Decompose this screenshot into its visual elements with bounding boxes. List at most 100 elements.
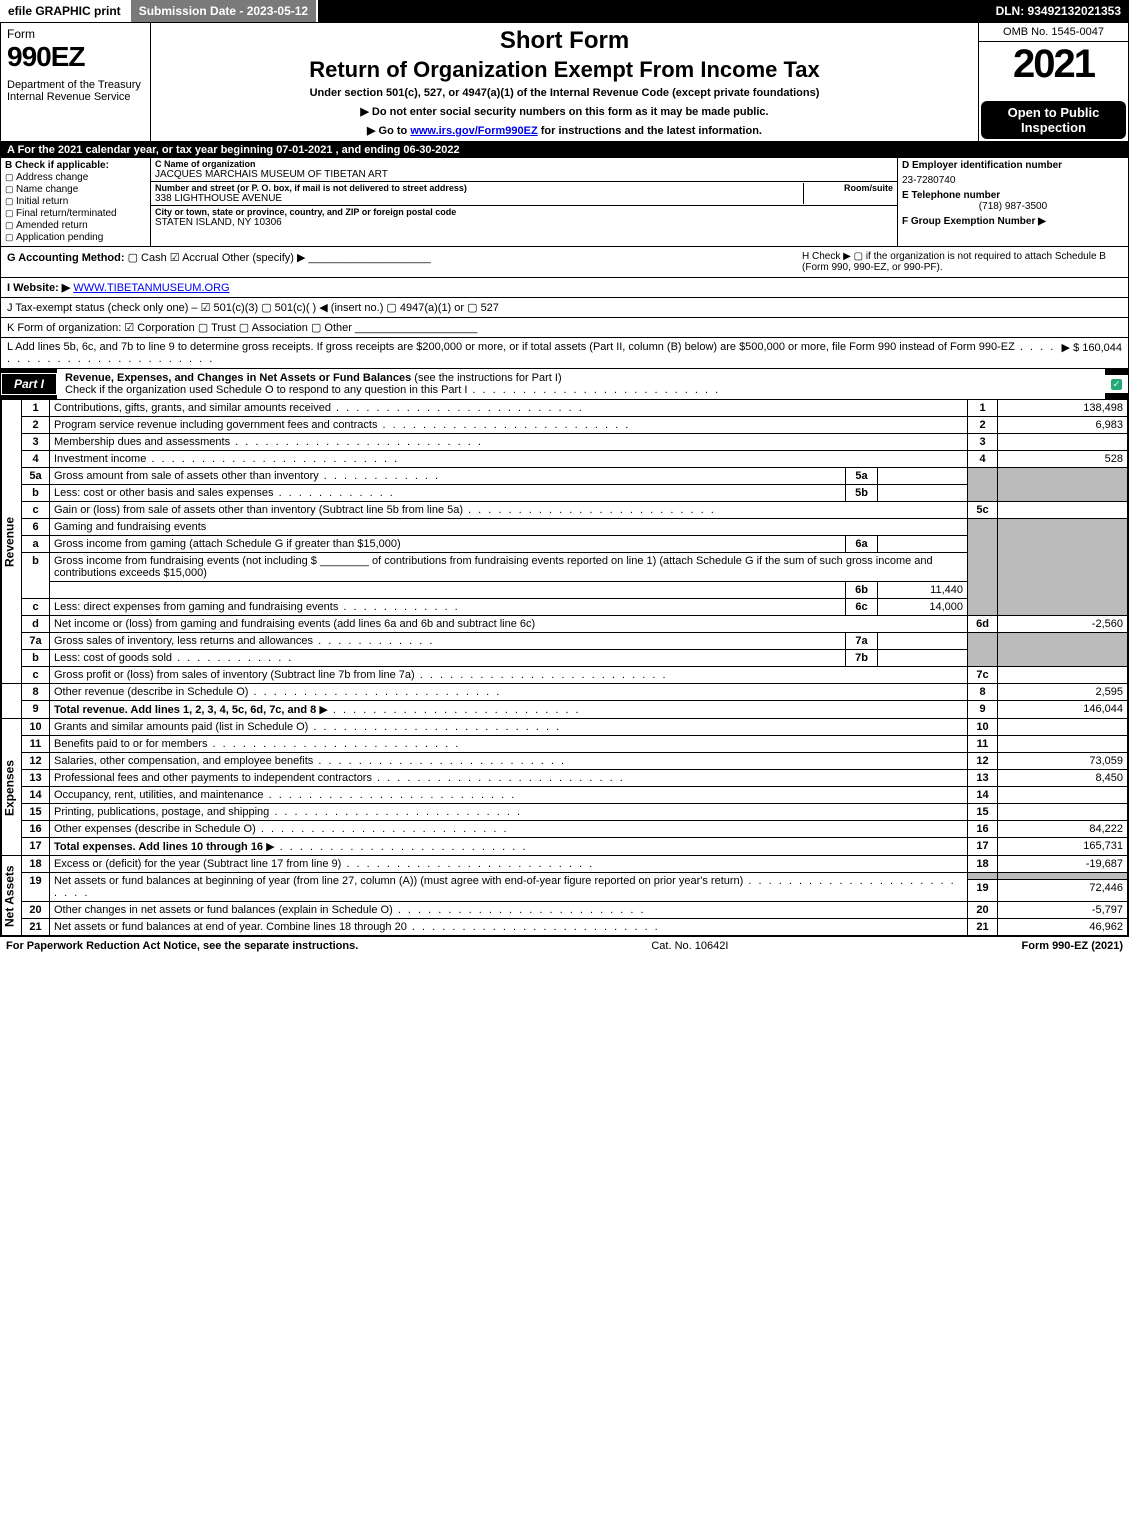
ln-6b: b [22,553,50,599]
website-link[interactable]: WWW.TIBETANMUSEUM.ORG [73,282,229,294]
ein-label: D Employer identification number [902,160,1124,171]
form-header: Form 990EZ Department of the Treasury In… [1,23,1128,142]
l6a-subval [878,536,968,553]
l5c-num: 5c [968,502,998,519]
section-bcdef: B Check if applicable: Address change Na… [1,158,1128,247]
shade-19v [998,873,1128,880]
l6d-num: 6d [968,616,998,633]
col-b: B Check if applicable: Address change Na… [1,158,151,246]
l20-val: -5,797 [998,902,1128,919]
l13-desc: Professional fees and other payments to … [50,770,968,787]
l14-val [998,787,1128,804]
part-1-header: Part I Revenue, Expenses, and Changes in… [1,369,1128,399]
l5a-desc: Gross amount from sale of assets other t… [50,468,846,485]
lines-table: Revenue 1 Contributions, gifts, grants, … [1,399,1128,936]
l8-num: 8 [968,684,998,701]
chk-initial-return[interactable]: Initial return [5,196,146,207]
l13-num: 13 [968,770,998,787]
header-line2-pre: ▶ Go to [367,125,410,137]
l7c-desc: Gross profit or (loss) from sales of inv… [50,667,968,684]
ln-7c: c [22,667,50,684]
short-form-title: Short Form [157,27,972,55]
chk-final-return[interactable]: Final return/terminated [5,208,146,219]
part1-checkbox[interactable]: ✓ [1105,375,1128,393]
l9-d: Total revenue. Add lines 1, 2, 3, 4, 5c,… [54,704,316,716]
org-city-row: City or town, state or province, country… [151,206,897,246]
l21-num: 21 [968,919,998,936]
shade-7v [998,633,1128,667]
top-bar: efile GRAPHIC print Submission Date - 20… [0,0,1129,22]
l7b-subno: 7b [846,650,878,667]
expenses-vlabel: Expenses [2,719,22,856]
ln-4: 4 [22,451,50,468]
row-h[interactable]: H Check ▶ ▢ if the organization is not r… [802,251,1122,273]
org-addr: 338 LIGHTHOUSE AVENUE [155,193,467,204]
l6b-desc1: Gross income from fundraising events (no… [50,553,968,582]
l18-desc: Excess or (deficit) for the year (Subtra… [50,856,968,873]
l6b-subno: 6b [846,582,878,599]
l12-desc: Salaries, other compensation, and employ… [50,753,968,770]
g-options[interactable]: ▢ Cash ☑ Accrual Other (specify) ▶ [128,252,306,264]
row-i: I Website: ▶ WWW.TIBETANMUSEUM.ORG [1,278,1128,298]
tel-label: E Telephone number [902,190,1124,201]
efile-label[interactable]: efile GRAPHIC print [0,0,131,22]
l1-val: 138,498 [998,400,1128,417]
l19-d: Net assets or fund balances at beginning… [54,875,956,899]
l5b-subval [878,485,968,502]
l19-desc: Net assets or fund balances at beginning… [50,873,968,902]
ln-9: 9 [22,701,50,719]
l16-val: 84,222 [998,821,1128,838]
l-text: L Add lines 5b, 6c, and 7b to line 9 to … [7,341,1062,365]
header-line2: ▶ Go to www.irs.gov/Form990EZ for instru… [157,124,972,137]
part1-sub: Check if the organization used Schedule … [65,384,720,396]
ln-17: 17 [22,838,50,856]
website-label: I Website: ▶ [7,282,70,294]
department: Department of the Treasury Internal Reve… [7,79,144,103]
ln-2: 2 [22,417,50,434]
footer-cat: Cat. No. 10642I [358,940,1021,952]
l7a-subval [878,633,968,650]
l9-num: 9 [968,701,998,719]
row-j[interactable]: J Tax-exempt status (check only one) – ☑… [1,298,1128,318]
footer-right: Form 990-EZ (2021) [1022,940,1124,952]
shade-6v [998,519,1128,616]
ln-19: 19 [22,873,50,902]
l4-desc: Investment income [50,451,968,468]
ln-10: 10 [22,719,50,736]
omb-number: OMB No. 1545-0047 [979,23,1128,42]
tel-value: (718) 987-3500 [902,201,1124,212]
l6a-desc: Gross income from gaming (attach Schedul… [50,536,846,553]
l16-num: 16 [968,821,998,838]
ln-5b: b [22,485,50,502]
l16-desc: Other expenses (describe in Schedule O) [50,821,968,838]
chk-address-change[interactable]: Address change [5,172,146,183]
irs-link[interactable]: www.irs.gov/Form990EZ [410,125,537,137]
l6d-desc: Net income or (loss) from gaming and fun… [50,616,968,633]
row-g: G Accounting Method: ▢ Cash ☑ Accrual Ot… [7,251,802,273]
l21-val: 46,962 [998,919,1128,936]
chk-name-change[interactable]: Name change [5,184,146,195]
l10-num: 10 [968,719,998,736]
g-label: G Accounting Method: [7,252,125,264]
l6-desc: Gaming and fundraising events [50,519,968,536]
row-k[interactable]: K Form of organization: ☑ Corporation ▢ … [1,318,1128,338]
l7b-desc: Less: cost of goods sold [50,650,846,667]
l4-num: 4 [968,451,998,468]
col-d: D Employer identification number 23-7280… [898,158,1128,246]
ln-8: 8 [22,684,50,701]
ln-1: 1 [22,400,50,417]
org-addr-row: Number and street (or P. O. box, if mail… [151,182,897,206]
chk-application-pending[interactable]: Application pending [5,232,146,243]
l17-num: 17 [968,838,998,856]
netassets-vlabel: Net Assets [2,856,22,936]
ln-7a: 7a [22,633,50,650]
shade-7 [968,633,998,667]
chk-amended-return[interactable]: Amended return [5,220,146,231]
part1-title-paren: (see the instructions for Part I) [411,372,561,384]
form-container: Form 990EZ Department of the Treasury In… [0,22,1129,937]
l9-val: 146,044 [998,701,1128,719]
room-suite: Room/suite [803,183,893,204]
tax-year: 2021 [979,42,1128,99]
l12-num: 12 [968,753,998,770]
l7b-subval [878,650,968,667]
